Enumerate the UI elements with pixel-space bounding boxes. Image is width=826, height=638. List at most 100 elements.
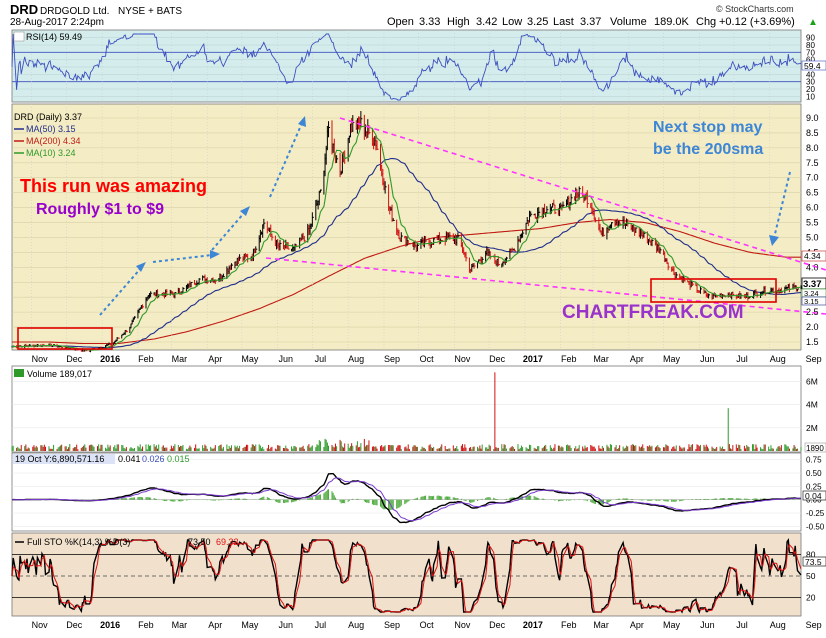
arrow-1 [99,267,142,316]
sto-label: Full STO %K(14,3) %D(3) [27,537,130,547]
rsi-tick-label: 10 [806,92,815,101]
sto-value-tag [802,556,826,567]
ma50-legend-label: MA(50) 3.15 [26,124,76,134]
arrow-head-icon [210,250,220,259]
ma50-value-tag [801,296,826,306]
ma10-legend-label: MA(10) 3.24 [26,148,76,158]
x-tick-label: Sep [384,354,400,364]
ma10-line [11,125,802,351]
x-tick-label: Oct [420,620,435,630]
sto-tick-label: 20 [806,593,816,603]
x-tick-label: Jul [315,620,327,630]
x-tick-label: Apr [630,620,644,630]
x-tick-label: Aug [770,620,786,630]
low-value: 3.25 [527,16,548,28]
rsi-tick-label: 40 [806,70,815,79]
macd-date-box [13,454,115,464]
arrow-3 [211,212,245,251]
arrow-head-icon [298,116,306,127]
volume-value: 189.0K [654,16,690,28]
x-tick-label: Feb [561,620,577,630]
x-tick-label: Mar [593,354,609,364]
price-tick-label: 6.0 [806,203,819,213]
x-tick-label: Oct [420,354,435,364]
upper-trendline [339,117,826,271]
x-tick-label: Aug [348,354,364,364]
arrow-head-icon [240,206,250,216]
price-legend-title: DRD (Daily) 3.37 [14,112,82,122]
x-tick-label: 2017 [523,354,543,364]
ma50-line [11,157,802,349]
x-tick-label: Nov [454,620,471,630]
arrow-4 [269,122,303,198]
chg-value: +0.12 (+3.69%) [719,16,795,28]
sto-grid [12,554,801,598]
x-tick-label: Apr [630,354,644,364]
rsi-tick-label: 70 [806,48,815,57]
x-tick-label: Jul [315,354,327,364]
volume-label: Volume 189,017 [27,369,92,379]
x-tick-label: 2016 [100,620,120,630]
x-tick-label: May [663,354,681,364]
sto-tick-label: 80 [806,549,816,559]
price-tick-label: 2.0 [806,322,819,332]
annotation-next-stop-1: Next stop may [653,119,762,136]
annotation-next-stop-2: be the 200sma [653,141,763,158]
x-tick-label: Nov [32,620,49,630]
price-tick-label: 9.0 [806,113,819,123]
x-tick-label: Dec [489,620,506,630]
x-tick-label: Sep [806,620,822,630]
sto-panel [11,532,802,617]
volume-panel [11,365,802,453]
x-tick-label: Dec [66,620,83,630]
arrow-head-icon [136,262,146,272]
x-tick-label: Feb [138,354,154,364]
current-base-box [650,278,777,303]
price-tick-label: 2.5 [806,307,819,317]
x-tick-label: Dec [66,354,83,364]
volume-tick-label: 2M [806,423,818,433]
annotation-amazing: This run was amazing [20,176,207,196]
macd-signal-line [12,477,801,522]
rsi-tick-label: 80 [806,41,815,50]
last-value: 3.37 [580,16,601,28]
up-arrow-icon: ▲ [808,17,818,28]
x-tick-label: Mar [172,620,188,630]
price-panel [11,103,802,351]
sto-value-tag-text: 73.5 [805,557,822,567]
macd-tick-label: 0.75 [806,456,822,465]
sto-axis: 80 50 20 [806,549,816,602]
low-label: Low [502,16,522,28]
arrow-5 [773,171,791,239]
x-tick-label: May [241,620,259,630]
volume-label: Volume [610,16,647,28]
macd-value-3: 0.015 [167,454,190,464]
last-price-tag-text: 3.37 [803,279,822,290]
volume-legend-swatch [14,369,24,377]
macd-tick-label: 0.25 [806,482,822,491]
sto-tick-label: 50 [806,571,816,581]
arrow-2 [152,254,213,263]
rsi-label: RSI(14) 59.49 [26,32,82,42]
price-tick-label: 1.5 [806,337,819,347]
x-tick-label: Jul [736,354,748,364]
rsi-tick-label: 60 [806,56,815,65]
volume-tick-label: 6M [806,377,818,387]
exchange: NYSE + BATS [118,6,182,17]
x-tick-label: 2017 [523,620,543,630]
volume-value-tag-text: 1890 [806,444,824,453]
ma200-value-tag-text: 4.34 [804,251,821,261]
macd-value-1: 0.041 [118,454,141,464]
x-tick-label: Apr [208,354,222,364]
x-tick-label: Mar [593,620,609,630]
macd-tick-label: -0.50 [806,522,825,531]
sto-k-value: 73.50 [188,537,211,547]
rsi-line [11,33,802,101]
x-tick-label: Jun [700,354,715,364]
arrow-head-icon [769,235,779,246]
x-tick-label: May [241,354,259,364]
x-tick-label: Aug [348,620,364,630]
price-grid [12,117,801,343]
price-tick-label: 8.5 [806,128,819,138]
